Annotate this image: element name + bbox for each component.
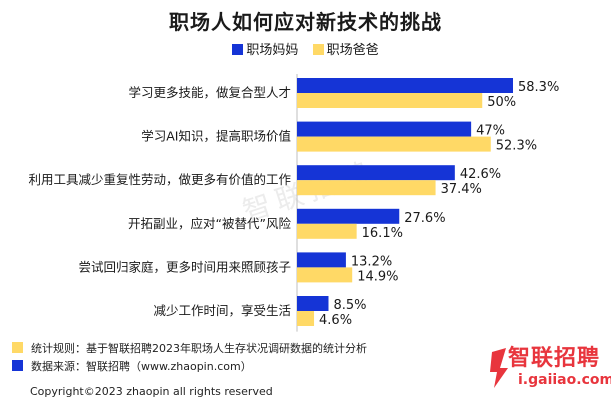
bar-mom: [297, 296, 329, 311]
data-label-dad: 52.3%: [496, 139, 537, 154]
note-marker-blue: [12, 360, 23, 371]
bar-dad: [297, 311, 315, 326]
data-label-mom: 13.2%: [351, 254, 392, 269]
chart-title: 职场人如何应对新技术的挑战: [169, 10, 442, 34]
bar-chart: 学习更多技能，做复合型人才 58.3%50% 学习AI知识，提高职场价值 47%52.…: [28, 74, 559, 332]
note-data-source: 数据来源：智联招聘（www.zhaopin.com）: [12, 358, 367, 376]
copyright: Copyright©2023 zhaopin all rights reserv…: [30, 385, 273, 398]
data-label-dad: 37.4%: [441, 182, 482, 197]
notes: 统计规则：基于智联招聘2023年职场人生存状况调研数据的统计分析 数据来源：智联…: [12, 340, 367, 376]
bar-dad: [297, 136, 491, 152]
category-label: 学习AI知识，提高职场价值: [141, 129, 291, 144]
category-label: 利用工具减少重复性劳动，做更多有价值的工作: [28, 172, 291, 187]
category-label: 开拓副业，应对“被替代”风险: [128, 216, 291, 231]
note-stat-rule: 统计规则：基于智联招聘2023年职场人生存状况调研数据的统计分析: [12, 340, 367, 358]
bar-mom: [297, 252, 346, 268]
data-label-mom: 42.6%: [460, 167, 501, 182]
legend-item-dad: 职场爸爸: [312, 39, 379, 58]
watermark-logo-icon: [490, 348, 508, 388]
data-label-mom: 47%: [476, 124, 505, 139]
bar-mom: [297, 78, 513, 93]
watermark-text: 智联招聘: [508, 346, 601, 371]
data-label-mom: 8.5%: [333, 298, 366, 313]
legend: 职场妈妈 职场爸爸: [0, 39, 611, 58]
bar-mom: [297, 165, 455, 181]
legend-swatch-dad: [312, 44, 324, 55]
bar-mom: [297, 121, 472, 137]
data-label-dad: 14.9%: [357, 269, 398, 284]
note-text: 统计规则：基于智联招聘2023年职场人生存状况调研数据的统计分析: [31, 342, 367, 355]
category-label: 学习更多技能，做复合型人才: [128, 85, 291, 100]
legend-item-mom: 职场妈妈: [232, 39, 298, 58]
category-label: 减少工作时间，享受生活: [153, 303, 291, 318]
bar-dad: [297, 180, 436, 196]
legend-label-mom: 职场妈妈: [246, 43, 299, 58]
watermark-url: i.gaiiao.com: [518, 372, 611, 388]
data-label-mom: 27.6%: [404, 211, 445, 226]
note-marker-yellow: [12, 342, 23, 353]
data-label-dad: 16.1%: [362, 226, 403, 241]
bar-mom: [297, 208, 400, 224]
bar-dad: [297, 267, 353, 283]
data-label-dad: 4.6%: [319, 313, 352, 328]
legend-label-dad: 职场爸爸: [326, 43, 379, 58]
data-label-mom: 58.3%: [518, 80, 559, 95]
bar-dad: [297, 223, 357, 239]
note-text: 数据来源：智联招聘（www.zhaopin.com）: [31, 360, 252, 373]
category-label: 尝试回归家庭，更多时间用来照顾孩子: [78, 259, 291, 274]
data-label-dad: 50%: [487, 95, 516, 110]
site-watermark: 智联招聘 i.gaiiao.com: [488, 340, 611, 400]
legend-swatch-mom: [232, 44, 244, 55]
bar-dad: [297, 93, 483, 108]
